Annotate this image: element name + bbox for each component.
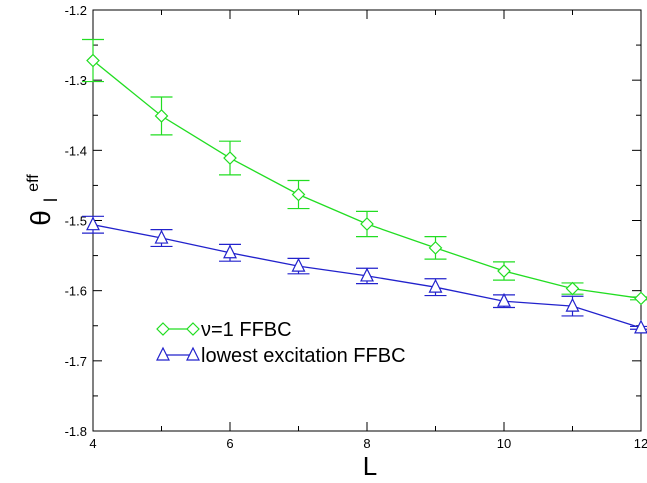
data-point xyxy=(154,229,169,244)
data-point xyxy=(86,216,100,231)
data-point xyxy=(291,187,306,202)
series-1 xyxy=(82,38,647,306)
legend: ν=1 FFBC lowest excitation FFBC xyxy=(156,319,406,367)
data-point xyxy=(223,151,237,165)
data-point xyxy=(634,291,647,306)
x-tick-label: 8 xyxy=(363,436,370,451)
data-point xyxy=(497,264,511,278)
series-2 xyxy=(82,215,647,334)
data-point xyxy=(428,278,443,293)
x-tick-label: 10 xyxy=(497,436,511,451)
y-tick-label: -1.8 xyxy=(65,424,87,439)
data-point xyxy=(565,297,580,312)
series-line xyxy=(92,59,642,300)
data-point xyxy=(497,292,511,307)
legend-entry-2: lowest excitation FFBC xyxy=(156,345,406,367)
legend-label: ν=1 FFBC xyxy=(201,319,292,341)
x-tick-label: 12 xyxy=(634,436,647,451)
y-tick-label: -1.2 xyxy=(65,3,87,18)
y-axis-title-superscript: eff xyxy=(25,174,42,192)
data-point xyxy=(360,217,374,231)
y-tick-label: -1.7 xyxy=(65,354,87,369)
y-tick-label: -1.6 xyxy=(65,284,87,299)
series-layer xyxy=(82,38,647,334)
legend-entry-1: ν=1 FFBC xyxy=(156,319,292,341)
data-point xyxy=(565,281,580,296)
legend-marker xyxy=(186,346,200,361)
legend-marker xyxy=(156,322,170,336)
legend-marker xyxy=(186,322,200,336)
data-point xyxy=(223,244,237,259)
legend-marker xyxy=(156,346,170,361)
data-point xyxy=(428,241,443,255)
ticks-layer: 4 6 8 10 12 -1.8 -1.7 -1.6 -1.5 -1.4 -1.3 -1.2 xyxy=(65,3,647,451)
x-axis-title: L xyxy=(363,451,377,481)
y-tick-label: -1.5 xyxy=(65,214,87,229)
y-tick-label: -1.3 xyxy=(65,73,87,88)
x-tick-label: 4 xyxy=(89,436,96,451)
y-axis-title: θ l eff xyxy=(25,174,61,226)
legend-label: lowest excitation FFBC xyxy=(201,345,406,367)
data-point xyxy=(86,53,100,68)
data-point xyxy=(154,109,169,123)
data-point xyxy=(360,267,374,282)
x-tick-label: 6 xyxy=(226,436,233,451)
data-point xyxy=(634,319,647,334)
y-tick-label: -1.4 xyxy=(65,143,87,158)
y-axis-title-subscript: l xyxy=(41,198,61,202)
y-axis-title-base: θ xyxy=(25,210,56,226)
data-point xyxy=(291,257,306,272)
